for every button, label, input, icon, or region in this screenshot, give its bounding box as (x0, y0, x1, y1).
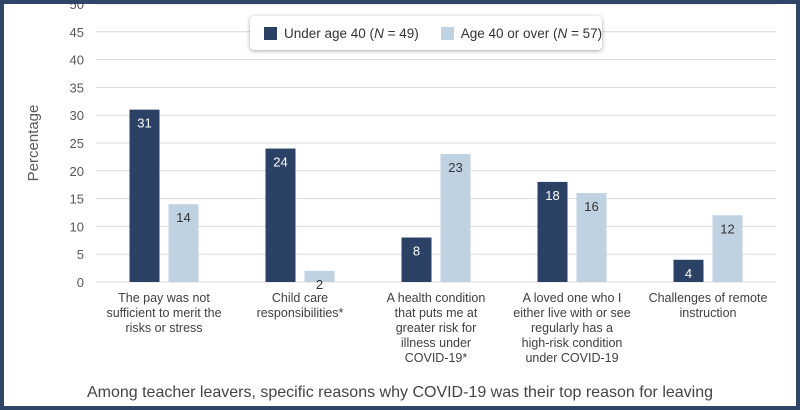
data-label: 31 (137, 116, 151, 131)
bar-40-or-over (168, 204, 199, 282)
legend-label-under-40: Under age 40 (N = 49) (284, 25, 419, 41)
x-category-label: A health condition that puts me at greater… (387, 291, 486, 365)
legend-swatch-under-40 (264, 26, 277, 40)
legend-item-40-or-over: Age 40 or over (N = 57) (440, 25, 603, 41)
data-label: 12 (720, 221, 734, 236)
y-axis-ticks: 0 5 10 15 20 25 30 35 40 45 50 (70, 4, 84, 290)
bar-under-40 (537, 181, 568, 282)
y-tick-label: 5 (77, 247, 84, 262)
bar-40-or-over (304, 270, 335, 282)
bar-under-40 (129, 109, 160, 282)
bar-40-or-over (712, 215, 743, 282)
x-category-label: Child care responsibilities* (257, 291, 344, 320)
data-label: 16 (584, 199, 598, 214)
data-label: 24 (273, 155, 287, 170)
chart-frame: 0 5 10 15 20 25 30 35 40 45 50 31 14 24 2 8 23 18 16 4 12 T… (4, 4, 796, 406)
data-label: 18 (545, 188, 559, 203)
data-label: 8 (413, 244, 420, 259)
y-tick-label: 50 (70, 4, 84, 12)
legend-label-40-or-over: Age 40 or over (N = 57) (460, 25, 603, 41)
x-axis-categories: The pay was not sufficient to merit the ri… (106, 291, 767, 365)
bar-40-or-over (440, 154, 471, 282)
gridlines (96, 4, 776, 283)
bar-40-or-over (576, 193, 607, 282)
data-label: 23 (448, 160, 462, 175)
legend: Under age 40 (N = 49) Age 40 or over (N … (250, 16, 602, 50)
y-tick-label: 20 (70, 164, 84, 179)
bar-under-40 (401, 237, 432, 282)
chart-caption: Among teacher leavers, specific reasons … (86, 384, 714, 401)
x-category-label: Challenges of remote instruction (649, 291, 768, 320)
y-tick-label: 25 (70, 136, 84, 151)
legend-swatch-40-or-over (440, 26, 454, 40)
data-label: 14 (176, 210, 190, 225)
data-label: 2 (316, 277, 323, 292)
y-axis-label: Percentage (25, 105, 42, 182)
y-tick-label: 35 (70, 80, 84, 95)
legend-item-under-40: Under age 40 (N = 49) (264, 26, 419, 41)
y-tick-label: 40 (70, 53, 84, 68)
y-tick-label: 15 (70, 192, 84, 207)
bar-under-40 (265, 148, 296, 282)
data-label: 4 (685, 266, 692, 281)
y-tick-label: 30 (70, 108, 84, 123)
x-category-label: The pay was not sufficient to merit the ri… (106, 291, 221, 335)
y-tick-label: 45 (70, 25, 84, 40)
y-tick-label: 0 (77, 275, 84, 290)
y-tick-label: 10 (70, 219, 84, 234)
bar-under-40 (673, 259, 704, 282)
